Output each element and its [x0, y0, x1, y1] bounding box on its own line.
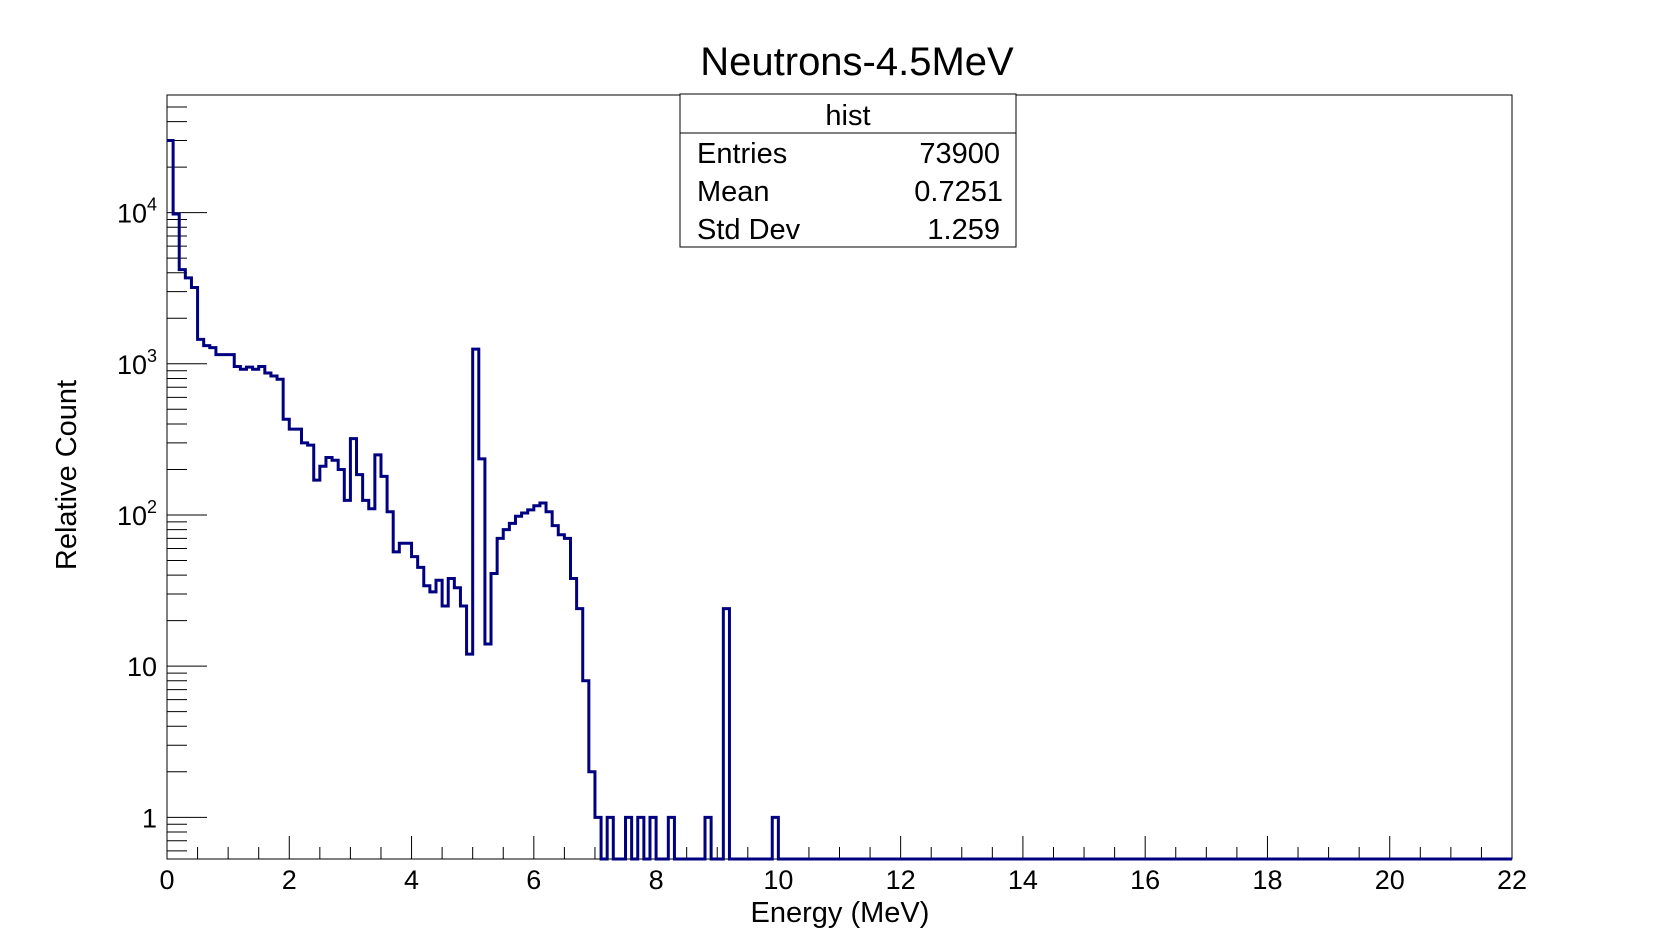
histogram-bin [540, 503, 546, 859]
x-tick-label: 8 [649, 865, 664, 895]
histogram-bin [289, 429, 295, 859]
x-tick-label: 16 [1130, 865, 1160, 895]
histogram-bin [363, 500, 369, 859]
x-tick-label: 22 [1497, 865, 1527, 895]
histogram-bin [381, 476, 387, 859]
histogram-bin [522, 513, 528, 859]
histogram-bin [216, 355, 222, 859]
histogram-bin [198, 339, 204, 859]
histogram-bin [424, 586, 430, 859]
histogram-bin [295, 429, 301, 859]
histogram-bin [228, 355, 234, 859]
histogram-bin [558, 535, 564, 859]
y-axis-tick-labels: 1 10 102 103 104 [117, 195, 157, 834]
histogram-bin [534, 506, 540, 859]
x-tick-label: 18 [1252, 865, 1282, 895]
x-tick-label: 12 [886, 865, 916, 895]
histogram-bin [314, 480, 320, 859]
histogram-bin [436, 580, 442, 859]
y-tick-label: 102 [117, 497, 157, 531]
histogram-bin [442, 606, 448, 859]
histogram-bin [405, 543, 411, 859]
histogram-bin [418, 567, 424, 859]
x-tick-label: 4 [404, 865, 419, 895]
histogram-bin [259, 366, 265, 859]
x-axis-ticks [166, 836, 1513, 859]
chart-title: Neutrons-4.5MeV [700, 40, 1014, 84]
histogram-bin [528, 510, 534, 859]
histogram-bin [430, 592, 436, 859]
histogram-bin [338, 469, 344, 859]
stats-stddev-label: Std Dev [697, 214, 801, 246]
histogram-bin [448, 579, 454, 859]
stats-stddev-value: 1.259 [927, 214, 1000, 246]
histogram-bin [387, 512, 393, 859]
stats-mean-value: 0.7251 [914, 176, 1003, 208]
histogram-bin [399, 543, 405, 859]
histogram-bin [210, 348, 216, 859]
x-tick-label: 0 [159, 865, 174, 895]
histogram-bin [546, 512, 552, 859]
histogram-bin [240, 369, 246, 859]
histogram-bin [167, 141, 173, 859]
x-tick-label: 20 [1375, 865, 1405, 895]
histogram-bin [497, 538, 503, 859]
histogram-bin [253, 369, 259, 859]
histogram-bin [246, 367, 252, 859]
histogram-bin [283, 419, 289, 859]
histogram-bin [308, 445, 314, 859]
histogram-bin [564, 538, 570, 859]
histogram-bin [357, 475, 363, 859]
histogram-bin [191, 287, 197, 859]
histogram-bin [271, 376, 277, 859]
stats-entries-label: Entries [697, 138, 787, 170]
stats-box-frame [679, 93, 1017, 248]
histogram-bin [375, 455, 381, 859]
histogram-bin [302, 443, 308, 859]
histogram-bin [509, 523, 515, 859]
x-axis-label: Energy (MeV) [751, 897, 930, 929]
histogram-bin [332, 460, 338, 859]
y-axis-ticks [167, 94, 207, 852]
stats-box: hist Entries 73900 Mean 0.7251 Std Dev 1… [679, 93, 1017, 248]
histogram-bin [393, 552, 399, 859]
x-tick-label: 10 [763, 865, 793, 895]
y-axis-label: Relative Count [51, 380, 83, 570]
stats-box-title: hist [825, 100, 870, 132]
histogram-bin [222, 355, 228, 859]
histogram-bin [277, 379, 283, 859]
histogram-bin [515, 516, 521, 859]
stats-entries-value: 73900 [919, 138, 1000, 170]
histogram-bin [412, 557, 418, 859]
stats-mean-label: Mean [697, 176, 770, 208]
histogram-bin [503, 530, 509, 859]
histogram-bin [485, 644, 491, 859]
histogram-bin [265, 373, 271, 859]
x-tick-label: 6 [526, 865, 541, 895]
x-tick-label: 14 [1008, 865, 1038, 895]
histogram-bin [571, 579, 577, 859]
histogram-bin [552, 526, 558, 859]
x-axis-tick-labels: 0 2 4 6 8 10 12 14 16 18 20 22 [159, 865, 1527, 895]
histogram-bin [326, 457, 332, 859]
histogram-bin [467, 654, 473, 859]
histogram-bin [179, 270, 185, 859]
histogram-bin [454, 588, 460, 859]
y-tick-label: 103 [117, 346, 157, 380]
histogram-bin [344, 500, 350, 859]
histogram-bin [369, 509, 375, 859]
y-tick-label: 10 [127, 652, 157, 682]
histogram-bin [320, 466, 326, 859]
histogram-bin [204, 346, 210, 859]
histogram-bin [173, 214, 179, 859]
y-tick-label: 104 [117, 195, 157, 229]
x-tick-label: 2 [282, 865, 297, 895]
y-tick-label: 1 [142, 803, 157, 833]
histogram-bin [234, 366, 240, 859]
histogram-outline [167, 139, 1512, 861]
